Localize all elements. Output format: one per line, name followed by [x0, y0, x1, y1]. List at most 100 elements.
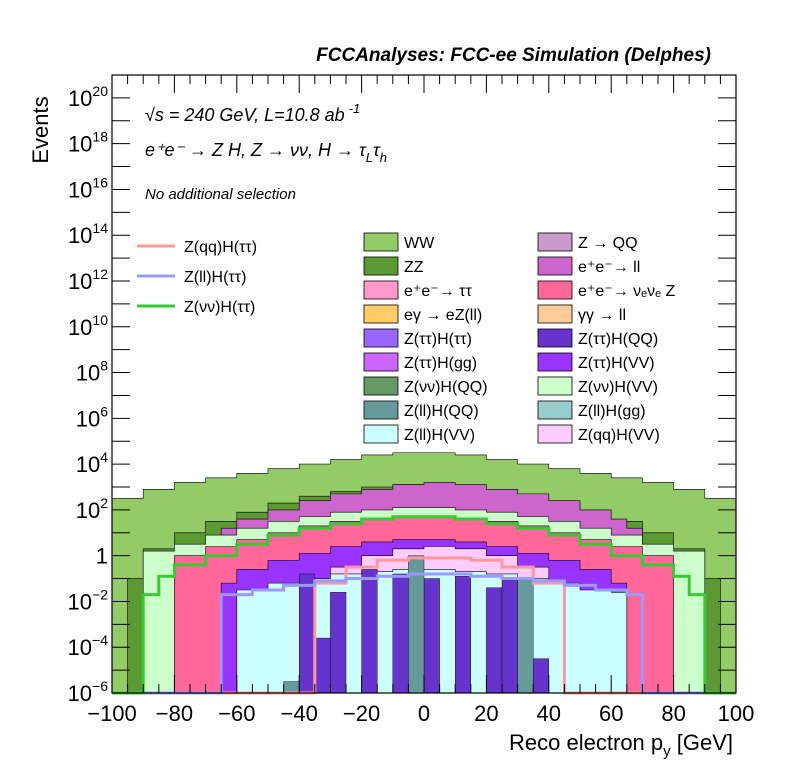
legend-swatch-15 [537, 400, 573, 420]
spike-bar-0-4 [423, 578, 440, 694]
process-text: e⁺e⁻ → Z H, Z → νν, H → τ [145, 140, 367, 160]
y-tick-label-12: 10−4 [68, 632, 109, 660]
y-tick-exponent: −2 [92, 586, 108, 602]
spike-bar-0-7 [501, 578, 518, 694]
overlay-line-1 [112, 572, 736, 695]
y-tick-label-2: 1016 [68, 174, 108, 202]
energy-text: √s = 240 GeV, L=10.8 ab [145, 105, 345, 125]
legend-box-frame [356, 229, 701, 453]
y-tick-base: 10 [68, 223, 92, 248]
y-tick-label-4: 1012 [68, 266, 108, 294]
legend-label-0: WW [404, 235, 435, 252]
y-tick-base: 1 [96, 544, 108, 569]
legend-label-9: Z(ττ)H(QQ) [578, 331, 658, 348]
y-tick-base: 10 [68, 177, 92, 202]
legend-swatch-7 [537, 304, 573, 324]
x-tick-label-5: 0 [418, 701, 430, 726]
legend-line-label-0: Z(qq)H(ττ) [184, 239, 257, 256]
legend-swatch-9 [537, 328, 573, 348]
y-tick-exponent: 20 [92, 83, 108, 99]
legend-swatch-2 [363, 256, 399, 276]
legend-swatch-3 [537, 256, 573, 276]
process-sub-h: h [380, 150, 387, 165]
y-tick-base: 10 [76, 361, 100, 386]
y-tick-base: 10 [68, 635, 92, 660]
process-annotation: e⁺e⁻ → Z H, Z → νν, H → τLτh [145, 140, 387, 165]
x-tick-label-10: 100 [718, 701, 755, 726]
y-tick-label-11: 10−2 [68, 586, 109, 614]
annotations: √s = 240 GeV, L=10.8 ab -1 e⁺e⁻ → Z H, Z … [145, 101, 387, 203]
y-tick-base: 10 [68, 269, 92, 294]
process-tau: τ [373, 140, 381, 160]
spike-bar-1-1 [408, 555, 425, 694]
x-axis-label-sub: y [663, 743, 671, 760]
y-tick-label-0: 1020 [68, 83, 108, 111]
selection-annotation: No additional selection [145, 186, 296, 203]
y-axis-label: Events [28, 96, 53, 163]
legend-label-4: e⁺e⁻→ ττ [404, 283, 472, 300]
axes: −100 −80 −60 −40 −20 0 20 40 60 80 100102010181016… [68, 74, 755, 726]
spike-bar-0-9 [533, 658, 550, 694]
overlay-line-2 [112, 515, 736, 695]
spike-bar-0-2 [361, 569, 378, 694]
legend-label-10: Z(ττ)H(gg) [404, 355, 477, 372]
y-tick-label-3: 1014 [68, 220, 108, 248]
y-tick-base: 10 [68, 86, 92, 111]
spike-bar-0-3 [392, 573, 409, 694]
legend-swatch-11 [537, 352, 573, 372]
legend-label-14: Z(ll)H(QQ) [404, 403, 479, 420]
legend-swatch-4 [363, 280, 399, 300]
legend-label-5: e⁺e⁻→ νₑνₑ Z [578, 283, 675, 300]
legend-swatch-6 [363, 304, 399, 324]
x-tick-label-2: −60 [218, 701, 255, 726]
legend-swatch-10 [363, 352, 399, 372]
y-tick-label-6: 108 [76, 358, 108, 386]
y-tick-base: 10 [68, 681, 92, 706]
legend-swatch-13 [537, 376, 573, 396]
legend-label-6: eγ → eZ(ll) [404, 307, 482, 324]
spike-bar-0-1 [330, 592, 347, 694]
y-tick-label-10: 1 [96, 544, 108, 569]
spike-bar-0-8 [314, 637, 331, 694]
legend-line-label-2: Z(νν)H(ττ) [184, 299, 255, 316]
histogram-layers [111, 75, 737, 695]
spike-bar-0-5 [455, 576, 472, 694]
legend-label-1: Z → QQ [578, 235, 638, 252]
y-tick-label-13: 10−6 [68, 678, 109, 706]
x-tick-label-6: 20 [474, 701, 498, 726]
spike-bar-1-2 [517, 578, 534, 694]
legend-swatch-5 [537, 280, 573, 300]
x-axis-label: Reco electron py [GeV] [509, 730, 733, 760]
legend-swatch-8 [363, 328, 399, 348]
legend-label-15: Z(ll)H(gg) [578, 403, 646, 420]
y-tick-exponent: 14 [92, 220, 108, 236]
x-tick-label-9: 80 [661, 701, 685, 726]
process-sub-l: L [366, 150, 373, 165]
y-tick-base: 10 [76, 452, 100, 477]
y-tick-base: 10 [76, 498, 100, 523]
y-tick-label-5: 1010 [68, 312, 108, 340]
legend-label-3: e⁺e⁻→ ll [578, 259, 640, 276]
x-tick-label-1: −80 [156, 701, 193, 726]
y-tick-exponent: 8 [100, 358, 108, 374]
y-tick-base: 10 [76, 406, 100, 431]
legend-line-label-1: Z(ll)H(ττ) [184, 269, 246, 286]
energy-exponent: -1 [349, 101, 361, 116]
x-tick-label-0: −100 [87, 701, 137, 726]
y-tick-base: 10 [68, 589, 92, 614]
y-tick-exponent: −4 [92, 632, 108, 648]
x-tick-label-8: 60 [599, 701, 623, 726]
legend-label-13: Z(νν)H(VV) [578, 379, 658, 396]
spike-bar-0-6 [486, 587, 503, 694]
y-tick-label-1: 1018 [68, 129, 108, 157]
y-tick-exponent: 12 [92, 266, 108, 282]
legend-swatch-17 [537, 424, 573, 444]
legend-label-17: Z(qq)H(VV) [578, 427, 660, 444]
x-tick-label-4: −20 [343, 701, 380, 726]
y-tick-exponent: 2 [100, 495, 108, 511]
legend-label-12: Z(νν)H(QQ) [404, 379, 488, 396]
legend: Z(qq)H(ττ) Z(ll)H(ττ) Z(νν)H(ττ) WW Z → QQ ZZ… [137, 229, 701, 453]
plot-header: FCCAnalyses: FCC-ee Simulation (Delphes) [316, 45, 711, 66]
y-tick-exponent: 18 [92, 129, 108, 145]
